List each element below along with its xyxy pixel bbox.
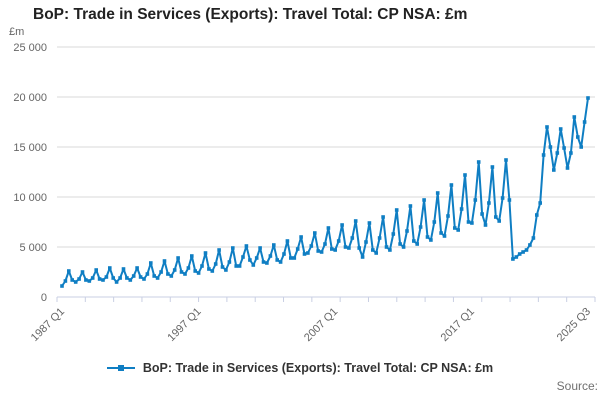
y-axis-label: 10 000 [13,192,47,204]
x-axis-label: 2017 Q1 [439,306,477,344]
y-axis-labels: 0 5 000 10 000 15 000 20 000 25 000 [13,42,47,304]
chart-title: BoP: Trade in Services (Exports): Travel… [33,6,468,23]
y-axis-unit-label: £m [9,26,25,38]
source-label: Source: [556,379,598,393]
data-line [61,97,589,287]
legend-line-marker-icon [106,365,135,371]
y-axis-label: 20 000 [13,92,47,104]
legend-label: BoP: Trade in Services (Exports): Travel… [142,361,494,375]
plot-svg[interactable]: 0 5 000 10 000 15 000 20 000 25 000 1987 Q1 199… [0,0,600,352]
y-axis-label: 15 000 [13,142,47,154]
x-axis-label: 1997 Q1 [165,306,203,344]
x-axis-label: 2025 Q3 [555,306,593,344]
x-axis-label: 1987 Q1 [29,306,67,344]
y-axis-label: 25 000 [13,42,47,54]
x-axis-label: 2007 Q1 [302,306,340,344]
legend-item[interactable]: BoP: Trade in Services (Exports): Travel… [0,359,600,377]
x-axis-labels: 1987 Q1 1997 Q1 2007 Q1 2017 Q1 2025 Q3 [29,306,593,344]
y-axis-label: 5 000 [19,242,47,254]
data-markers [60,96,590,288]
x-axis [56,296,596,302]
y-axis-label: 0 [41,292,47,304]
